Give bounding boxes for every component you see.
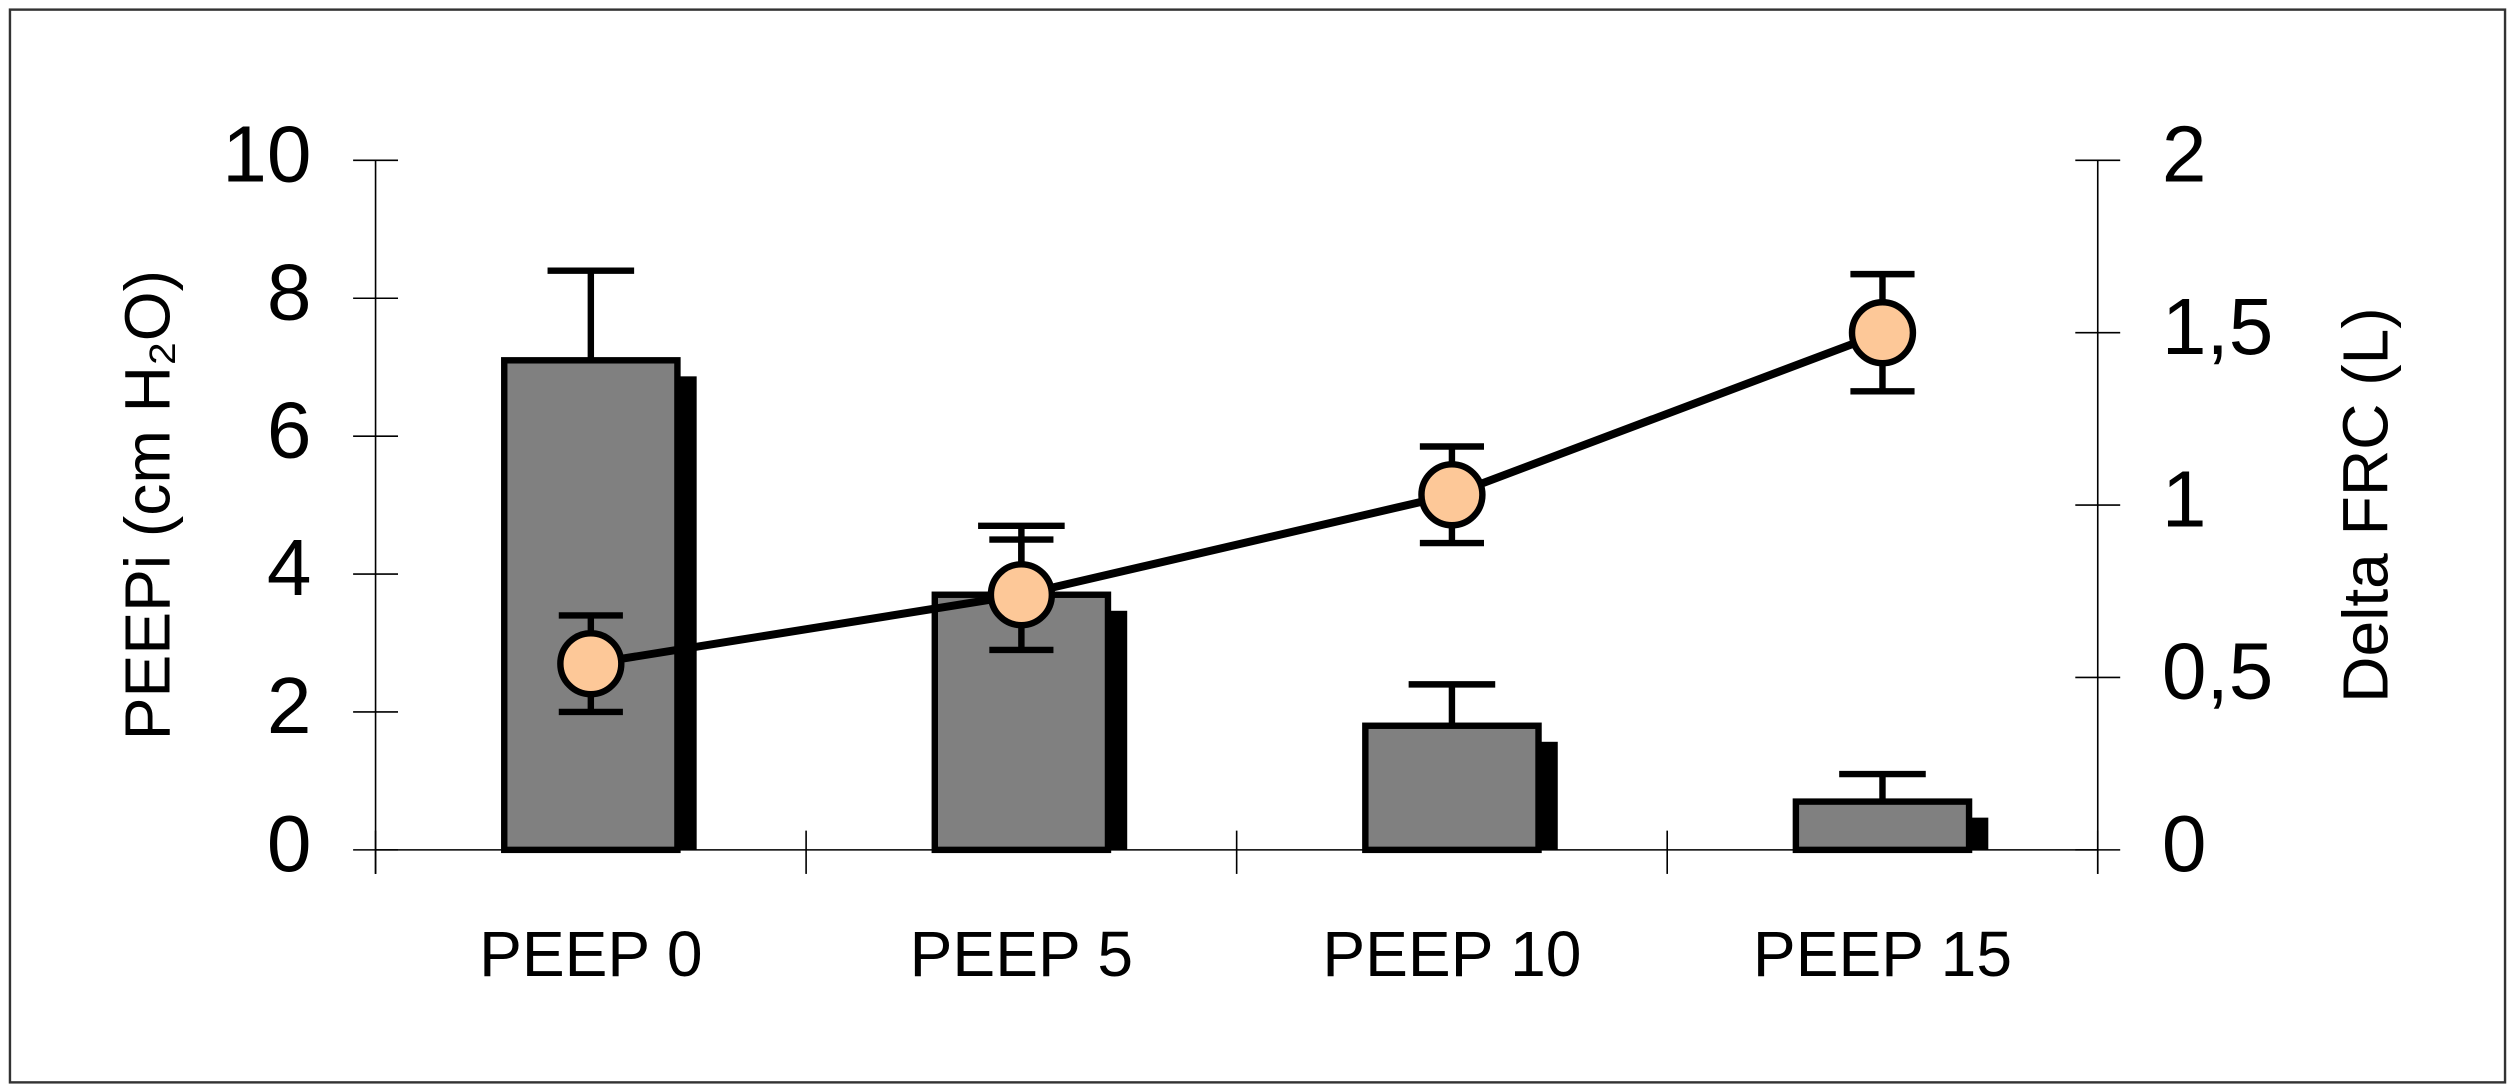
y2-tick-label: 1	[2162, 453, 2207, 543]
y2-axis-title: Delta FRC (L)	[2329, 307, 2401, 702]
y-tick-label: 2	[267, 660, 312, 750]
x-tick-label: PEEP 10	[1322, 918, 1581, 990]
frame	[8, 8, 2507, 1084]
y2-tick-label: 2	[2162, 109, 2207, 199]
y2-tick-label: 1,5	[2162, 281, 2273, 371]
point	[1848, 299, 1917, 367]
y-tick-label: 8	[267, 246, 312, 336]
y-axis-title: PEEPi (cm H₂O)	[112, 270, 184, 740]
y-tick-label: 6	[267, 384, 312, 474]
point	[1418, 461, 1486, 529]
point	[557, 630, 625, 698]
y2-tick-label: 0	[2162, 798, 2207, 888]
y-tick-label: 4	[267, 522, 312, 612]
x-tick-label: PEEP 5	[910, 918, 1133, 990]
bar	[1362, 722, 1542, 854]
x-tick-label: PEEP 15	[1753, 918, 2012, 990]
y2-tick-label: 0,5	[2162, 626, 2273, 716]
x-tick-label: PEEP 0	[479, 918, 702, 990]
bar	[501, 357, 681, 854]
y-tick-label: 0	[267, 798, 312, 888]
point	[987, 561, 1056, 629]
line	[590, 328, 1884, 668]
y-tick-label: 10	[222, 109, 311, 199]
bar	[1792, 798, 1973, 854]
